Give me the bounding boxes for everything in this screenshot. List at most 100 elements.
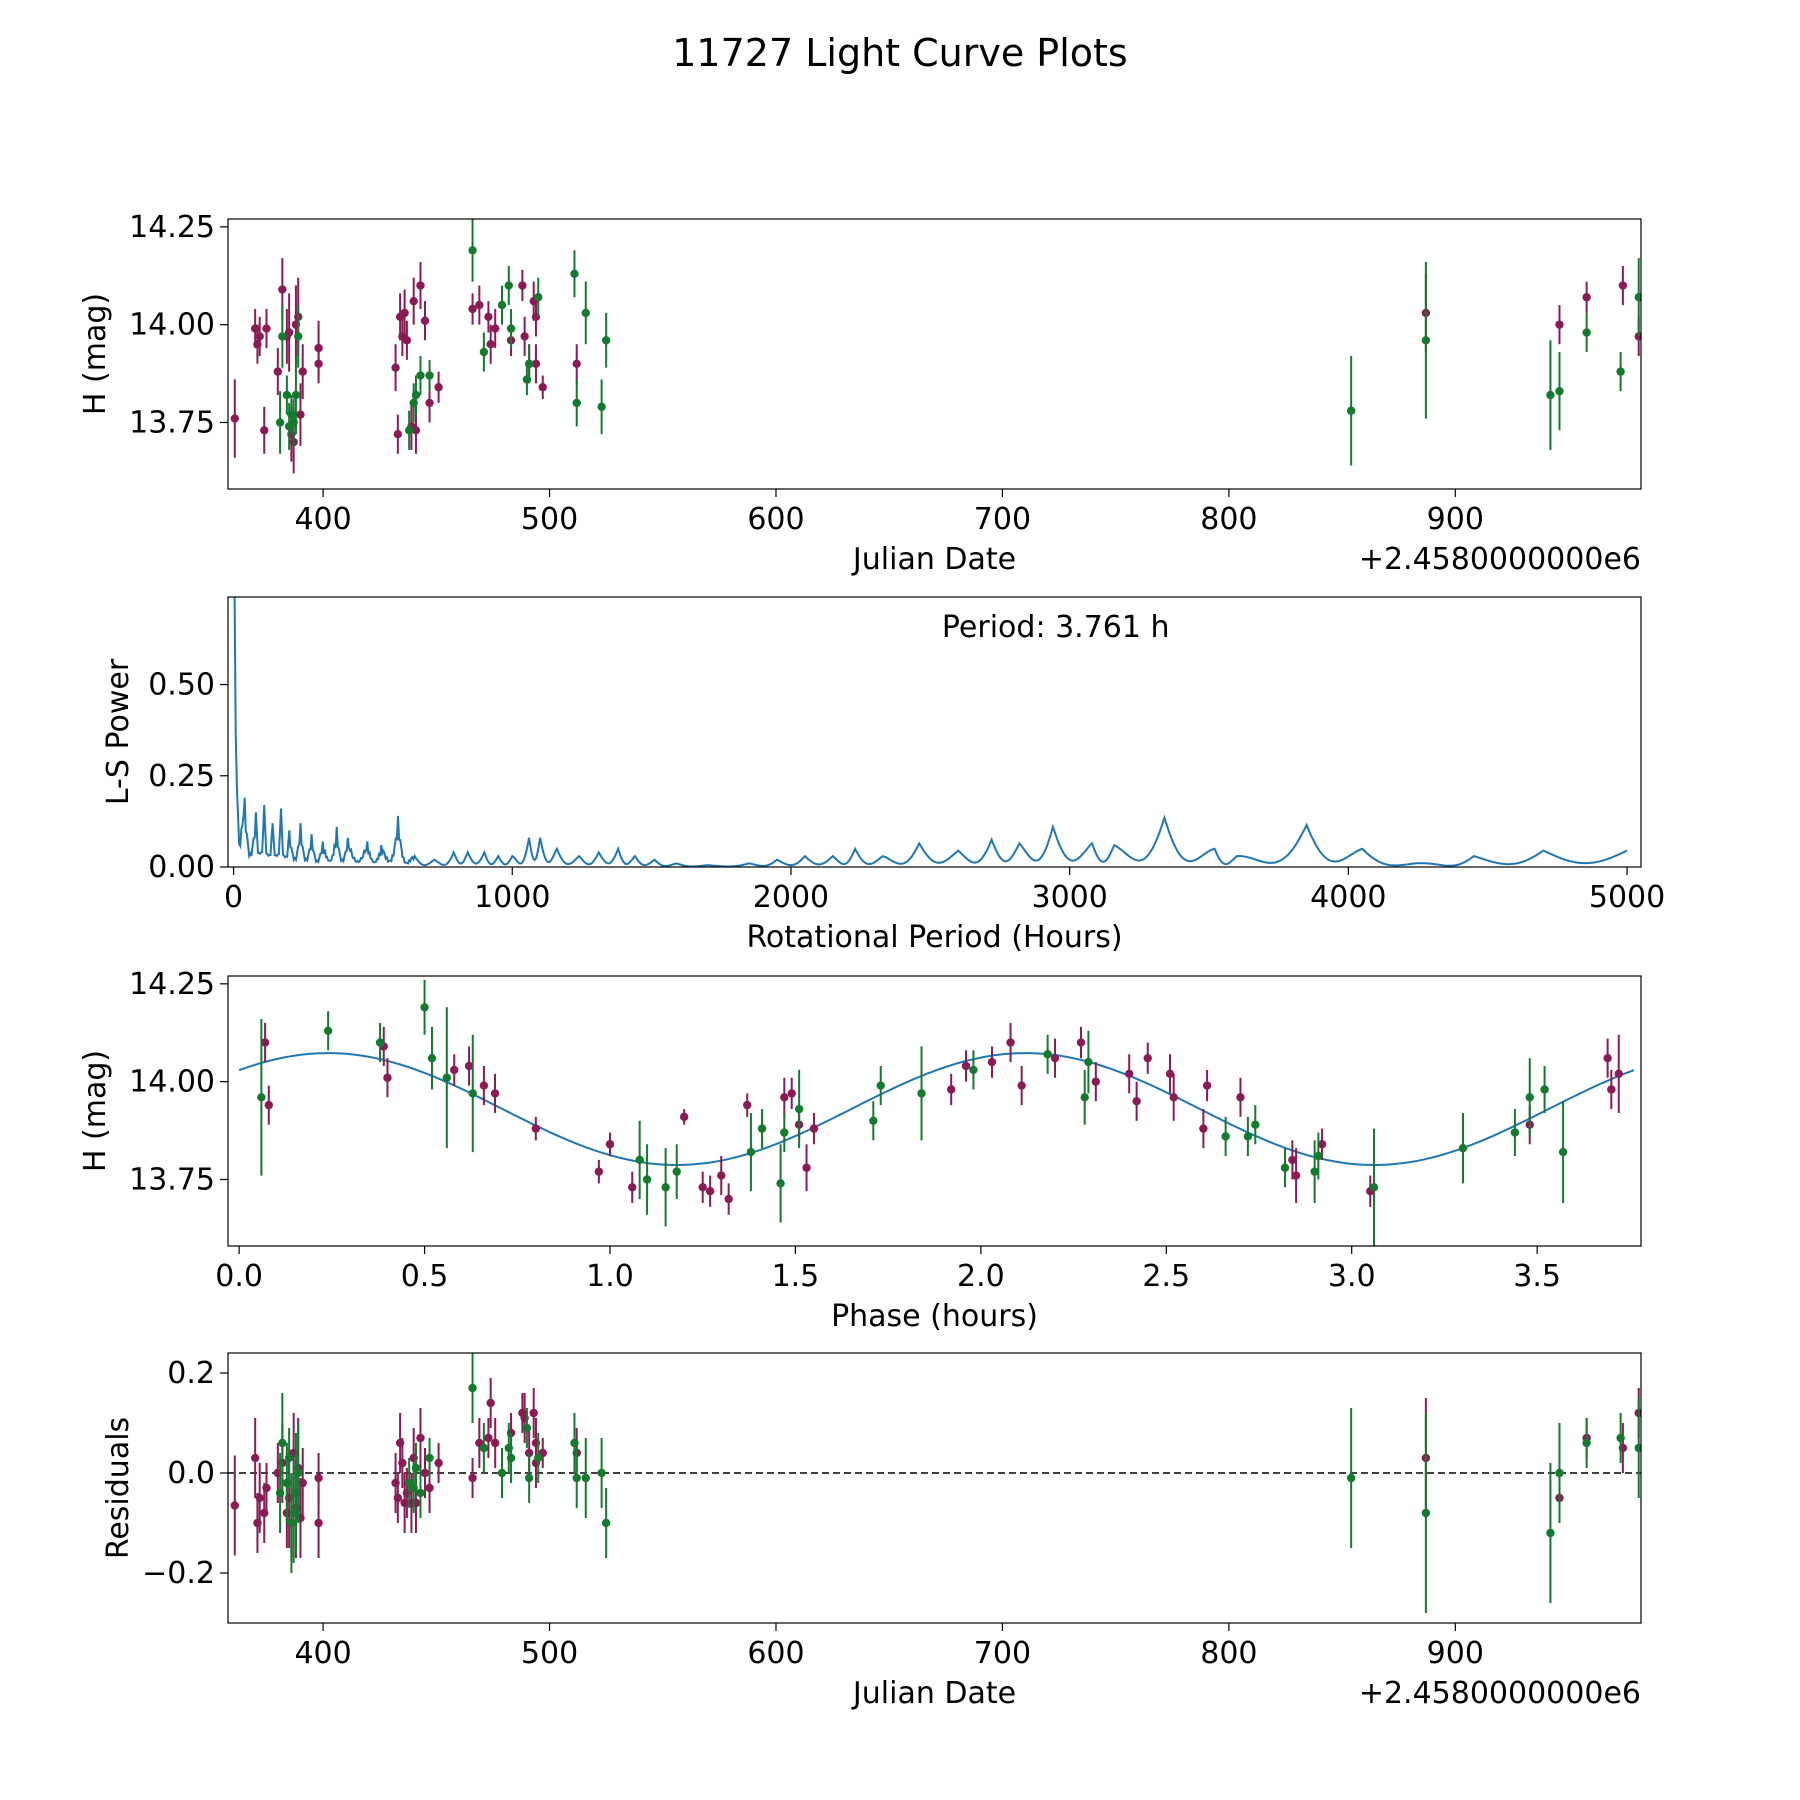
data-point (917, 1046, 926, 1141)
data-marker (278, 285, 287, 294)
data-marker (1280, 1163, 1290, 1172)
data-point (1421, 1413, 1431, 1613)
data-point (809, 1112, 819, 1145)
data-marker (497, 300, 507, 310)
data-marker (802, 1163, 811, 1172)
data-marker (570, 1438, 579, 1448)
x-axis-label: Julian Date (851, 1676, 1016, 1711)
data-point (260, 406, 269, 454)
data-point (409, 277, 418, 325)
data-marker (464, 1061, 474, 1071)
data-marker (1582, 1438, 1591, 1448)
data-marker (1291, 1171, 1301, 1180)
data-marker (757, 1124, 767, 1133)
data-point (284, 1428, 294, 1488)
data-marker (1618, 281, 1628, 290)
data-point (400, 289, 409, 337)
data-marker (375, 1038, 385, 1047)
data-marker (1199, 1124, 1208, 1133)
data-point (420, 979, 429, 1035)
data-point (570, 1413, 579, 1473)
y-tick-label: 0.0 (167, 1456, 215, 1491)
periodogram-axes-frame (227, 596, 1642, 868)
data-point (1143, 1042, 1152, 1074)
x-tick-label: 500 (521, 1636, 578, 1671)
data-marker (946, 1085, 956, 1094)
data-point (323, 1011, 333, 1051)
data-point (479, 332, 489, 372)
data-marker (442, 1073, 452, 1082)
data-marker (794, 1104, 804, 1114)
data-marker (260, 426, 269, 435)
data-point (1236, 1077, 1245, 1117)
data-point (1510, 1109, 1520, 1156)
data-marker (468, 1089, 477, 1098)
data-point (479, 1423, 489, 1473)
data-point (1616, 352, 1625, 392)
figure-title: 11727 Light Curve Plots (672, 31, 1127, 75)
data-marker (1607, 1085, 1616, 1094)
data-marker (538, 383, 547, 392)
data-point (1421, 262, 1431, 419)
data-marker (1288, 1155, 1297, 1165)
x-tick-label: 500 (521, 502, 578, 537)
data-point (291, 355, 301, 435)
x-tick-label: 3.0 (1328, 1259, 1376, 1294)
x-tick-label: 800 (1200, 1636, 1257, 1671)
data-marker (1558, 1147, 1568, 1157)
data-point (506, 1433, 516, 1483)
x-tick-label: 600 (747, 1636, 804, 1671)
data-marker (679, 1112, 689, 1122)
data-point (230, 1455, 239, 1556)
data-point (314, 1453, 323, 1503)
data-marker (534, 1453, 543, 1463)
data-marker (1634, 1443, 1641, 1453)
data-marker (250, 1453, 260, 1463)
data-marker (1555, 320, 1564, 329)
data-point (255, 316, 264, 356)
data-point (1582, 312, 1591, 353)
data-marker (597, 402, 606, 412)
x-tick-label: 5000 (1589, 880, 1665, 915)
data-point (468, 1458, 477, 1498)
data-marker (1125, 1069, 1134, 1079)
data-marker (1236, 1093, 1245, 1102)
data-point (484, 301, 493, 333)
data-marker (1525, 1093, 1534, 1102)
data-marker (628, 1183, 637, 1192)
data-point (780, 1077, 789, 1117)
data-point (1251, 1105, 1260, 1145)
data-marker (490, 1089, 500, 1098)
data-marker (961, 1061, 971, 1071)
data-marker (1143, 1053, 1152, 1063)
data-point (1634, 258, 1641, 337)
data-marker (402, 336, 412, 345)
x-tick-label: 3.5 (1513, 1259, 1561, 1294)
data-point (724, 1183, 733, 1215)
data-marker (383, 1073, 392, 1082)
data-point (490, 1073, 500, 1113)
data-marker (275, 418, 285, 427)
phased-data-layer (238, 979, 1635, 1246)
data-marker (522, 1423, 532, 1433)
data-point (296, 383, 305, 446)
data-point (642, 1144, 652, 1215)
x-tick-label: 700 (974, 1636, 1031, 1671)
data-point (278, 305, 287, 368)
y-tick-label: 0.25 (148, 759, 215, 794)
data-marker (1017, 1081, 1026, 1090)
data-point (876, 1066, 885, 1106)
data-marker (1603, 1053, 1612, 1063)
data-marker (497, 1468, 507, 1478)
data-point (1169, 1073, 1178, 1121)
data-point (504, 265, 513, 306)
data-point (1050, 1038, 1060, 1078)
data-point (393, 414, 403, 454)
data-marker (917, 1089, 926, 1098)
data-point (468, 1353, 477, 1423)
data-marker (1043, 1050, 1052, 1059)
data-point (1540, 1066, 1549, 1113)
data-point (434, 371, 443, 403)
data-point (1614, 1034, 1623, 1113)
data-point (597, 379, 606, 435)
